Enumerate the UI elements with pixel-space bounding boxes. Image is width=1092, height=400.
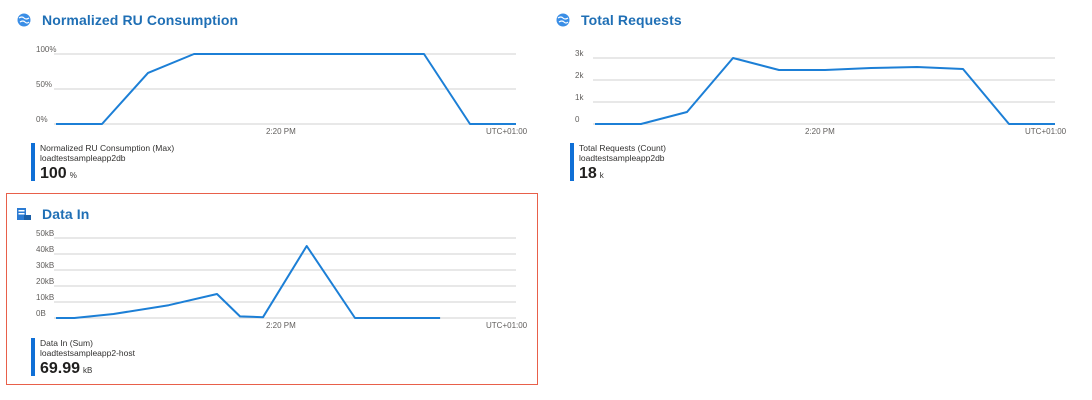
- summary-resource-label: loadtestsampleapp2db: [579, 153, 665, 163]
- datain-summary[interactable]: Data In (Sum) loadtestsampleapp2-host 69…: [31, 338, 135, 377]
- y-tick-label: 50%: [36, 80, 52, 89]
- y-tick-label: 0: [575, 115, 580, 124]
- datain-chart[interactable]: 0B 10kB 20kB 30kB 40kB 50kB 2:20 PM UTC+01:00: [16, 229, 536, 334]
- summary-metric-label: Normalized RU Consumption (Max): [40, 143, 175, 153]
- y-tick-label: 20kB: [36, 277, 54, 286]
- series-line[interactable]: [56, 53, 516, 125]
- y-tick-label: 10kB: [36, 293, 54, 302]
- summary-value: 18 k: [579, 165, 666, 185]
- x-tick-label: 2:20 PM: [805, 127, 835, 136]
- summary-value: 69.99 kB: [40, 360, 135, 380]
- summary-value-number: 69.99: [40, 360, 81, 377]
- y-tick-label: 3k: [575, 49, 584, 58]
- y-tick-label: 40kB: [36, 245, 54, 254]
- tile-ru-consumption[interactable]: Normalized RU Consumption 0% 50% 100% 2:20 …: [16, 8, 536, 188]
- y-tick-label: 1k: [575, 93, 584, 102]
- x-tick-label: 2:20 PM: [266, 127, 296, 136]
- y-tick-label: 0%: [36, 115, 48, 124]
- series-line[interactable]: [595, 57, 1055, 125]
- tile-requests-header[interactable]: Total Requests: [555, 8, 682, 32]
- timezone-label: UTC+01:00: [486, 321, 528, 330]
- tile-title[interactable]: Total Requests: [581, 12, 682, 28]
- y-tick-label: 0B: [36, 309, 46, 318]
- summary-value-number: 100: [40, 165, 67, 182]
- series-color-bar: [31, 143, 35, 181]
- series-color-bar: [570, 143, 574, 181]
- globe-icon: [555, 12, 571, 28]
- tile-title[interactable]: Normalized RU Consumption: [42, 12, 239, 28]
- tile-ru-header[interactable]: Normalized RU Consumption: [16, 8, 238, 32]
- summary-unit: k: [599, 171, 604, 180]
- tile-data-in[interactable]: Data In 0B 10kB 20kB 30kB 40kB 50kB 2:20 PM UTC…: [16, 202, 536, 382]
- tile-highlight-border: [6, 193, 538, 385]
- tile-title[interactable]: Data In: [42, 206, 90, 222]
- requests-summary[interactable]: Total Requests (Count) loadtestsampleapp…: [570, 143, 666, 182]
- summary-value: 100%: [40, 165, 174, 185]
- ru-summary[interactable]: Normalized RU Consumption (Max) loadtest…: [31, 143, 175, 182]
- y-tick-label: 30kB: [36, 261, 54, 270]
- tile-datain-header[interactable]: Data In: [16, 202, 89, 226]
- summary-metric-label: Data In (Sum): [40, 338, 93, 348]
- summary-resource-label: loadtestsampleapp2db: [40, 153, 126, 163]
- summary-metric-label: Total Requests (Count): [579, 143, 666, 153]
- summary-unit: kB: [83, 366, 93, 375]
- timezone-label: UTC+01:00: [486, 127, 528, 136]
- series-line[interactable]: [56, 245, 441, 319]
- requests-chart[interactable]: 0 1k 2k 3k 2:20 PM UTC+01:00: [555, 48, 1075, 148]
- globe-icon: [16, 12, 32, 28]
- summary-resource-label: loadtestsampleapp2-host: [40, 348, 135, 358]
- summary-unit: %: [69, 171, 77, 180]
- series-color-bar: [31, 338, 35, 376]
- x-tick-label: 2:20 PM: [266, 321, 296, 330]
- tile-total-requests[interactable]: Total Requests 0 1k 2k 3k 2:20 PM UTC+01:00 T…: [555, 8, 1075, 188]
- y-tick-label: 50kB: [36, 229, 54, 238]
- summary-value-number: 18: [579, 165, 597, 182]
- y-tick-label: 100%: [36, 45, 56, 54]
- timezone-label: UTC+01:00: [1025, 127, 1067, 136]
- ru-chart[interactable]: 0% 50% 100% 2:20 PM UTC+01:00: [16, 45, 536, 146]
- server-icon: [16, 206, 32, 222]
- y-tick-label: 2k: [575, 71, 584, 80]
